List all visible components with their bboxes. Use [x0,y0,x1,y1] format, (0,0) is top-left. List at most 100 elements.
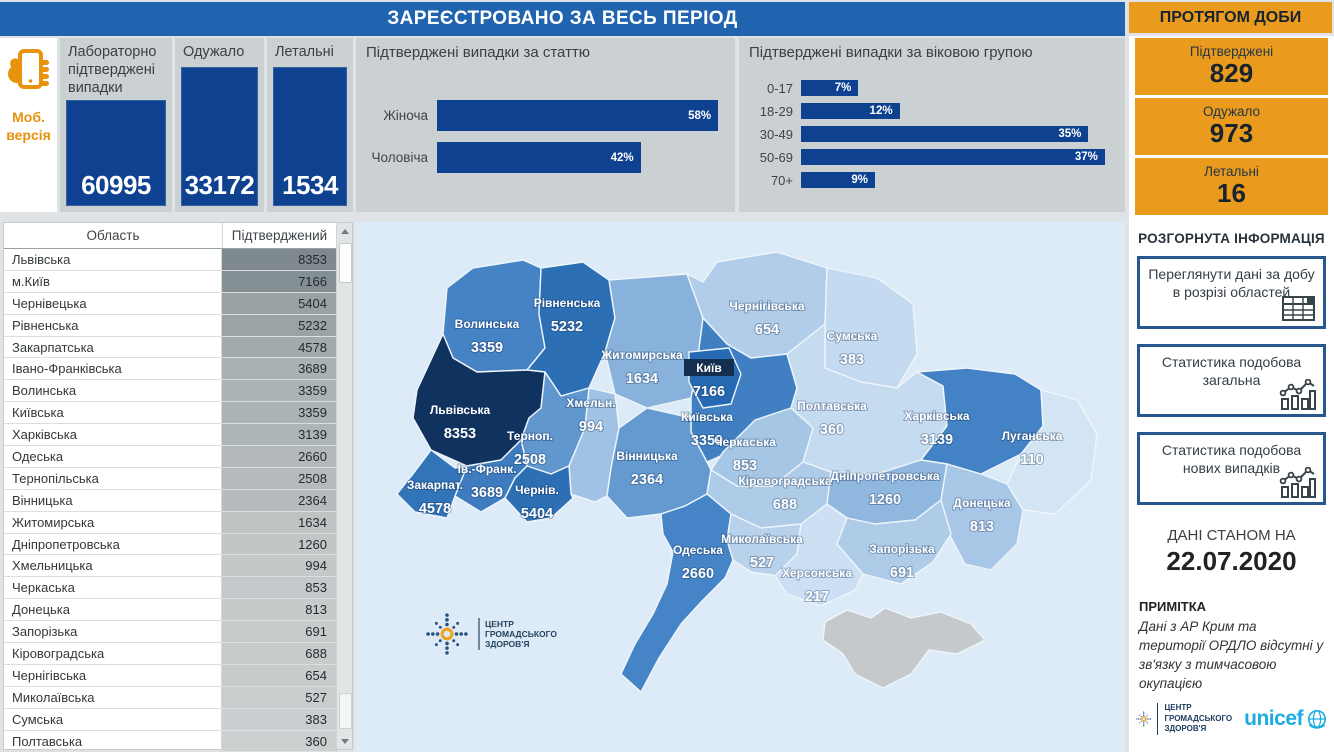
region-name-cell: Чернівецька [4,292,222,314]
table-row[interactable]: Запорізька 691 [4,621,337,644]
scrollbar-thumb[interactable] [339,243,352,283]
daily-card-recovered[interactable]: Одужало 973 [1135,98,1328,155]
table-row[interactable]: Чернігівська 654 [4,664,337,687]
map-region-value: 360 [820,422,844,438]
daily-card-label: Одужало [1202,104,1261,119]
kpi-card-confirmed-total[interactable]: Лабораторно підтверджені випадки 60995 [60,38,172,212]
map-region-label: Хмельн. [566,396,615,410]
region-table: Область Підтверджений Львівська 8353 м.Киї… [3,222,353,752]
table-row[interactable]: Рівненська 5232 [4,314,337,337]
table-row[interactable]: Полтавська 360 [4,730,337,752]
map-region-odesa[interactable] [620,493,734,693]
scroll-down-button[interactable] [337,733,352,749]
kpi-card-lethal-total[interactable]: Летальні 1534 [267,38,353,212]
kpi-card-recovered-total[interactable]: Одужало 33172 [175,38,264,212]
map-region-value: 217 [805,589,829,605]
column-header-confirmed[interactable]: Підтверджений [223,223,337,248]
asof-date: 22.07.2020 [1166,546,1297,576]
region-name-cell: Закарпатська [4,336,222,358]
map-region-label: Запорізька [869,542,935,556]
map-region-value: 3359 [691,433,723,449]
bar[interactable]: 9% [801,172,875,188]
gender-chart-bars: Жіноча 58% Чоловіча 42% [366,100,723,184]
table-scrollbar[interactable] [336,223,352,749]
table-row[interactable]: Чернівецька 5404 [4,292,337,315]
table-row[interactable]: Львівська 8353 [4,249,337,271]
age-chart-title: Підтверджені випадки за віковою групою [749,44,1033,61]
category-label: 18-29 [759,103,793,119]
bar[interactable]: 35% [801,126,1089,142]
mobile-version-link[interactable]: Моб. версія [0,38,57,212]
table-row[interactable]: Івано-Франківська 3689 [4,358,337,381]
bar[interactable]: 58% [437,100,719,131]
column-header-region[interactable]: Область [4,223,223,248]
chart-row: 70+ 9% [749,172,1113,188]
map-region-chernivtsi[interactable] [504,465,574,523]
bar[interactable]: 12% [801,103,900,119]
map-region-sumy[interactable] [824,267,918,389]
data-label: 9% [851,174,868,186]
map-region-label: Одеська [673,543,723,557]
map-region-label: Чернігівська [729,299,804,313]
table-row[interactable]: Одеська 2660 [4,446,337,468]
confirmed-value-cell: 853 [222,577,337,599]
table-row[interactable]: Вінницька 2364 [4,489,337,512]
map-region-khmelnytskyi[interactable] [568,387,620,503]
table-row[interactable]: Сумська 383 [4,708,337,731]
button-daily-stats-total[interactable]: Статистика подобова загальна [1137,344,1326,417]
map-region-value: 5404 [521,506,553,522]
scroll-up-button[interactable] [337,223,352,239]
map-region-kharkiv[interactable] [916,367,1044,475]
kpi-title: Лабораторно підтверджені випадки [68,44,157,97]
daily-card-lethal[interactable]: Летальні 16 [1135,158,1328,215]
region-name-cell: Харківська [4,424,222,446]
table-row[interactable]: Донецька 813 [4,599,337,622]
table-row[interactable]: Черкаська 853 [4,577,337,600]
daily-card-confirmed[interactable]: Підтверджені 829 [1135,38,1328,95]
confirmed-value-cell: 1634 [222,511,337,533]
map-region-crimea [822,607,986,689]
button-label: Статистика подобова нових випадків [1161,442,1302,476]
table-row[interactable]: Волинська 3359 [4,380,337,403]
table-row[interactable]: Хмельницька 994 [4,555,337,578]
table-row[interactable]: Дніпропетровська 1260 [4,533,337,556]
table-row[interactable]: Харківська 3139 [4,424,337,447]
map-region-kherson[interactable] [774,503,864,607]
table-row[interactable]: Закарпатська 4578 [4,336,337,359]
bar[interactable]: 37% [801,149,1105,165]
table-row[interactable]: Житомирська 1634 [4,511,337,534]
chart-row: 18-29 12% [749,103,1113,119]
line-chart-icon [1279,379,1316,410]
map-region-zakarpattia[interactable] [396,449,468,519]
category-label: Чоловіча [371,150,428,165]
mobile-version-label: Моб. версія [6,109,51,143]
map-region-value: 1634 [626,371,658,387]
map-region-value: 4578 [419,501,451,517]
region-name-cell: Донецька [4,599,222,621]
table-row[interactable]: Тернопільська 2508 [4,467,337,490]
bar[interactable]: 7% [801,80,859,96]
map-region-value: 813 [970,519,994,535]
map-region-label: Волинська [455,317,520,331]
map-region-label: Київ [696,361,721,375]
kpi-value: 60995 [81,170,151,200]
bar[interactable]: 42% [437,142,641,173]
kpi-value: 1534 [282,170,338,200]
expanded-info-title: РОЗГОРНУТА ІНФОРМАЦІЯ [1138,231,1325,246]
table-row[interactable]: Кіровоградська 688 [4,643,337,665]
category-label: 30-49 [759,126,793,142]
map-region-label: Рівненська [534,296,601,310]
map-region-zhytomyr[interactable] [604,273,704,409]
button-daily-by-region[interactable]: Переглянути дані за добу в розрізі облас… [1137,256,1326,329]
gender-chart-title: Підтверджені випадки за статтю [366,44,591,61]
chart-row: Чоловіча 42% [366,142,723,173]
map-region-label: Харківська [904,409,969,423]
map-region-luhansk[interactable] [1006,389,1098,515]
confirmed-value-cell: 3359 [222,402,337,424]
table-row[interactable]: Київська 3359 [4,402,337,425]
button-daily-stats-new[interactable]: Статистика подобова нових випадків [1137,432,1326,505]
map-region-zaporizhzhia[interactable] [836,499,952,585]
table-row[interactable]: м.Київ 7166 [4,270,337,293]
table-row[interactable]: Миколаївська 527 [4,686,337,709]
confirmed-value-cell: 2660 [222,446,337,467]
